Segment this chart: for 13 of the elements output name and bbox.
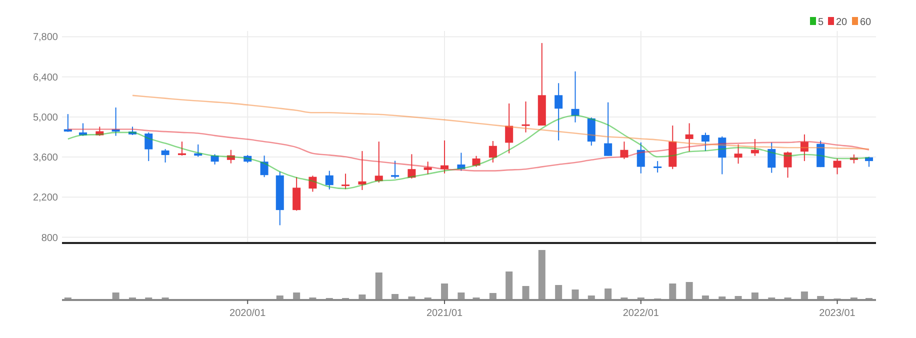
- y-tick-label: 800: [41, 232, 58, 244]
- y-tick-label: 5,000: [32, 112, 58, 124]
- x-tick-label: 2020/01: [230, 308, 266, 319]
- x-tick-label: 2022/01: [622, 308, 660, 319]
- legend-label: 5: [818, 17, 824, 28]
- legend-label: 60: [860, 17, 872, 28]
- y-tick-label: 6,400: [32, 72, 58, 84]
- y-tick-label: 2,200: [32, 192, 58, 204]
- x-tick-label: 2023/01: [819, 308, 856, 319]
- legend-label: 20: [836, 17, 848, 28]
- y-tick-label: 3,600: [32, 152, 58, 164]
- x-tick-label: 2021/01: [426, 308, 464, 319]
- y-tick-label: 7,800: [32, 32, 58, 44]
